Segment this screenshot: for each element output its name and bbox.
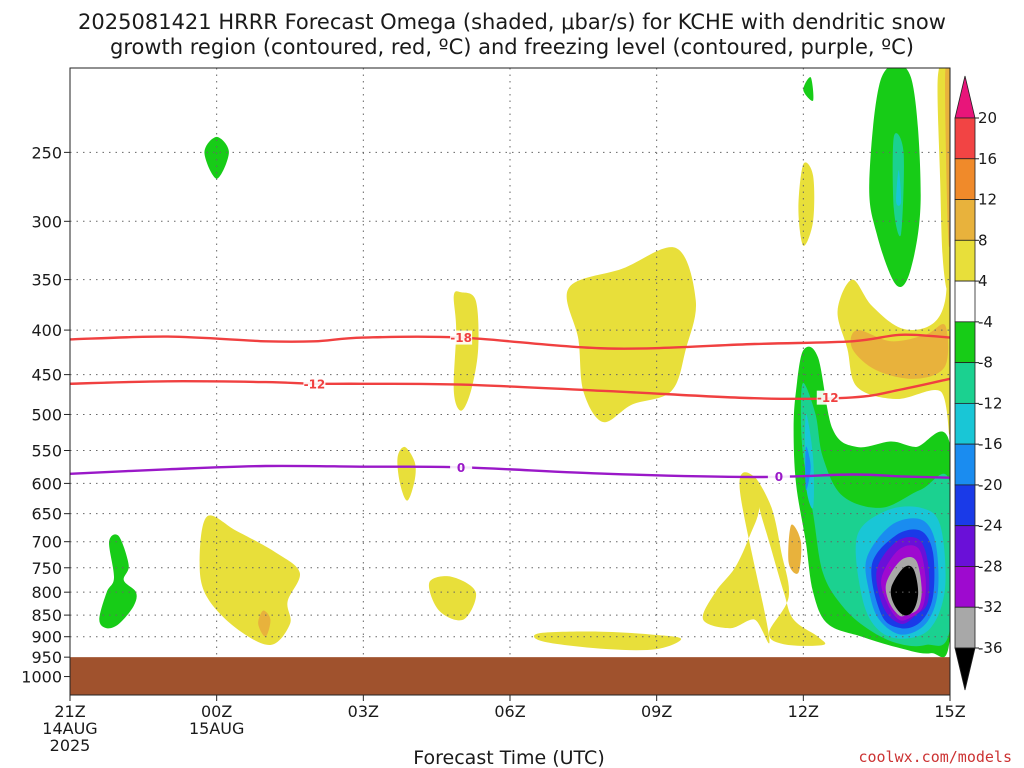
y-tick-label: 450: [31, 366, 62, 385]
contour-line: [69, 377, 951, 401]
omega-region: [258, 610, 271, 637]
colorbar-label: -24: [978, 517, 1003, 535]
colorbar-label: -4: [978, 313, 993, 331]
colorbar-label: 12: [978, 191, 997, 209]
x-tick-label: 14AUG: [42, 719, 97, 738]
x-tick-label: 2025: [50, 736, 91, 755]
colorbar-bottom-triangle: [954, 647, 976, 691]
ground-surface: [70, 657, 950, 695]
chart-title-line-1: 2025081421 HRRR Forecast Omega (shaded, …: [78, 10, 946, 34]
omega-region: [890, 565, 919, 616]
colorbar-bin: [954, 484, 976, 527]
contour-label-backdrop: [816, 390, 839, 405]
colorbar-label: -20: [978, 476, 1003, 494]
contour-label: -12: [817, 391, 839, 405]
x-tick-label: 03Z: [348, 702, 379, 721]
colorbar-top-triangle: [954, 75, 976, 119]
colorbar-label: -36: [978, 639, 1003, 657]
y-tick-label: 400: [31, 321, 62, 340]
colorbar-bin: [954, 362, 976, 404]
omega-region: [428, 576, 477, 621]
omega-colorbar: 20 16 12 8 4 -4 -8 -12 -16 -20 -24 -28 -32 -36: [954, 75, 1003, 691]
colorbar-bin: [954, 606, 976, 649]
omega-region: [805, 446, 811, 491]
contour-label: -18: [450, 331, 472, 345]
x-tick-label: 09Z: [641, 702, 672, 721]
y-tick-label: 500: [31, 405, 62, 424]
colorbar-label: 4: [978, 272, 988, 290]
y-tick-label: 350: [31, 271, 62, 290]
colorbar-label: 8: [978, 231, 988, 249]
omega-region: [566, 247, 697, 423]
x-tick-label: 15AUG: [189, 719, 244, 738]
contour-label: -12: [304, 377, 326, 391]
colorbar-label: 20: [978, 109, 997, 127]
plot-area: -18 -12 -12 0 0: [69, 67, 951, 696]
omega-region: [788, 524, 802, 574]
colorbar-label: -12: [978, 394, 1003, 412]
pressure-axis: 250 300 350 400 450 500 550 600 650 700 750 800 850 9…: [21, 143, 70, 687]
contour-label-backdrop: [450, 460, 473, 475]
omega-region: [945, 68, 950, 248]
y-tick-label: 950: [31, 648, 62, 667]
grid-lines: [70, 68, 950, 658]
colorbar-bin: [954, 402, 976, 445]
y-tick-label: 850: [31, 606, 62, 625]
omega-region: [99, 534, 137, 629]
contour-label-backdrop: [450, 330, 473, 345]
contour-label-backdrop: [303, 376, 326, 391]
contour-label-backdrop: [767, 469, 790, 484]
colorbar-bin: [954, 239, 976, 282]
contour-label: 0: [775, 470, 783, 484]
omega-region: [199, 515, 301, 646]
y-tick-label: 800: [31, 583, 62, 602]
colorbar-bin: [954, 280, 976, 323]
y-tick-label: 600: [31, 474, 62, 493]
y-tick-label: 650: [31, 505, 62, 524]
omega-region: [798, 162, 815, 246]
colorbar-bin: [954, 117, 976, 160]
omega-region: [896, 170, 902, 206]
contour-line: [69, 333, 951, 350]
y-tick-label: 700: [31, 533, 62, 552]
y-tick-label: 250: [31, 143, 62, 162]
omega-region: [702, 472, 770, 644]
x-tick-label: 00Z: [201, 702, 232, 721]
colorbar-label: 16: [978, 150, 997, 168]
colorbar-label: -16: [978, 435, 1003, 453]
x-tick-label: 12Z: [788, 702, 819, 721]
x-tick-label: 06Z: [494, 702, 525, 721]
colorbar-label: -28: [978, 557, 1003, 575]
y-tick-label: 1000: [21, 668, 62, 687]
y-tick-label: 300: [31, 212, 62, 231]
colorbar-bin: [954, 158, 976, 200]
x-tick-label: 15Z: [934, 702, 965, 721]
contour-line: [69, 464, 951, 479]
colorbar-label: -8: [978, 354, 993, 372]
omega-region: [533, 631, 682, 651]
omega-region: [397, 446, 416, 501]
colorbar-bin: [954, 321, 976, 364]
colorbar-bin: [954, 566, 976, 608]
colorbar-label: -32: [978, 598, 1003, 616]
credit-text: coolwx.com/models: [858, 748, 1012, 766]
y-tick-label: 750: [31, 559, 62, 578]
y-tick-label: 900: [31, 628, 62, 647]
colorbar-bin: [954, 525, 976, 567]
y-tick-label: 550: [31, 442, 62, 461]
x-tick-label: 21Z: [54, 702, 85, 721]
omega-region: [753, 477, 826, 646]
omega-region: [204, 136, 229, 179]
x-axis-title: Forecast Time (UTC): [413, 747, 604, 768]
contour-label: 0: [457, 461, 465, 475]
omega-region: [453, 291, 479, 411]
colorbar-bin: [954, 199, 976, 241]
chart-title-line-2: growth region (contoured, red, ºC) and f…: [110, 35, 914, 59]
temperature-contours: -18 -12 -12 0 0: [69, 330, 951, 484]
omega-region: [803, 77, 814, 101]
colorbar-bin: [954, 443, 976, 486]
